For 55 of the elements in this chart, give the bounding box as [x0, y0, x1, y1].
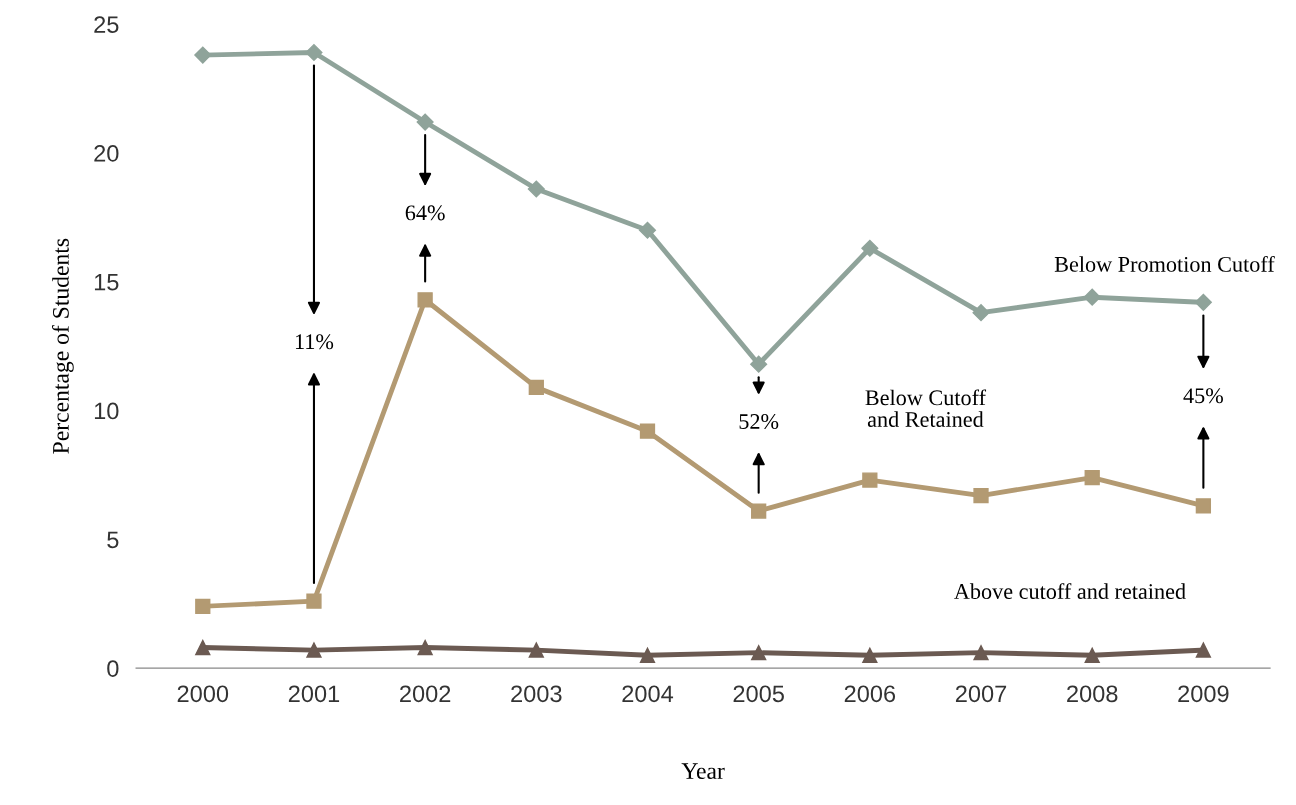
- text: Below Cutoff and Retained: [865, 389, 987, 427]
- y-tick-label: 5: [107, 531, 119, 549]
- text: Above cutoff and retained: [954, 583, 1186, 600]
- point: [528, 379, 544, 396]
- point: [1083, 288, 1101, 306]
- point: [972, 304, 990, 322]
- y-tick-label: 15: [94, 274, 119, 291]
- x-tick-label: 2002: [400, 685, 451, 703]
- point: [639, 647, 656, 663]
- point: [195, 639, 211, 656]
- point: [417, 292, 433, 308]
- point: [861, 239, 879, 257]
- point: [527, 180, 545, 198]
- point: [195, 598, 211, 614]
- x-tick-label: 2001: [288, 685, 340, 703]
- x-tick-label: 2009: [1178, 685, 1229, 703]
- annotation: 52%: [739, 414, 779, 430]
- x-tick-label: 2008: [1067, 685, 1118, 703]
- x-tick-label: 2003: [511, 685, 562, 703]
- y-tick-label: 0: [107, 660, 119, 677]
- y-tick-label: 20: [94, 145, 119, 162]
- point: [862, 472, 878, 488]
- annotation: 11%: [295, 334, 334, 350]
- y-tick-label: 25: [94, 16, 119, 33]
- point: [973, 645, 989, 661]
- x-tick-label: 2006: [844, 685, 896, 703]
- point: [1084, 647, 1100, 663]
- point: [973, 487, 989, 504]
- x-tick-label: 2000: [177, 685, 229, 703]
- point: [1195, 498, 1212, 514]
- point: [638, 221, 657, 239]
- x-tick-label: 2004: [622, 685, 674, 703]
- point: [305, 43, 323, 62]
- y-tick-label: 10: [94, 402, 119, 420]
- y-axis-title: Percentage of Students: [51, 238, 74, 454]
- point: [306, 593, 322, 609]
- point: [1084, 469, 1100, 486]
- x-axis-title: Year: [681, 763, 725, 779]
- point: [306, 642, 322, 658]
- point: [639, 423, 656, 439]
- point: [417, 639, 433, 656]
- point: [1194, 293, 1212, 311]
- point: [862, 647, 878, 663]
- x-tick-label: 2007: [955, 685, 1007, 703]
- point: [751, 645, 767, 661]
- point: [751, 503, 767, 519]
- series-label: Below Promotion Cutoff: [1054, 255, 1275, 272]
- annotation: 64%: [405, 205, 445, 221]
- point: [1195, 642, 1212, 658]
- point: [750, 355, 768, 373]
- point: [416, 113, 434, 131]
- x-tick-label: 2005: [733, 685, 784, 703]
- point: [528, 642, 544, 658]
- annotation: 45%: [1183, 388, 1223, 404]
- point: [194, 46, 212, 64]
